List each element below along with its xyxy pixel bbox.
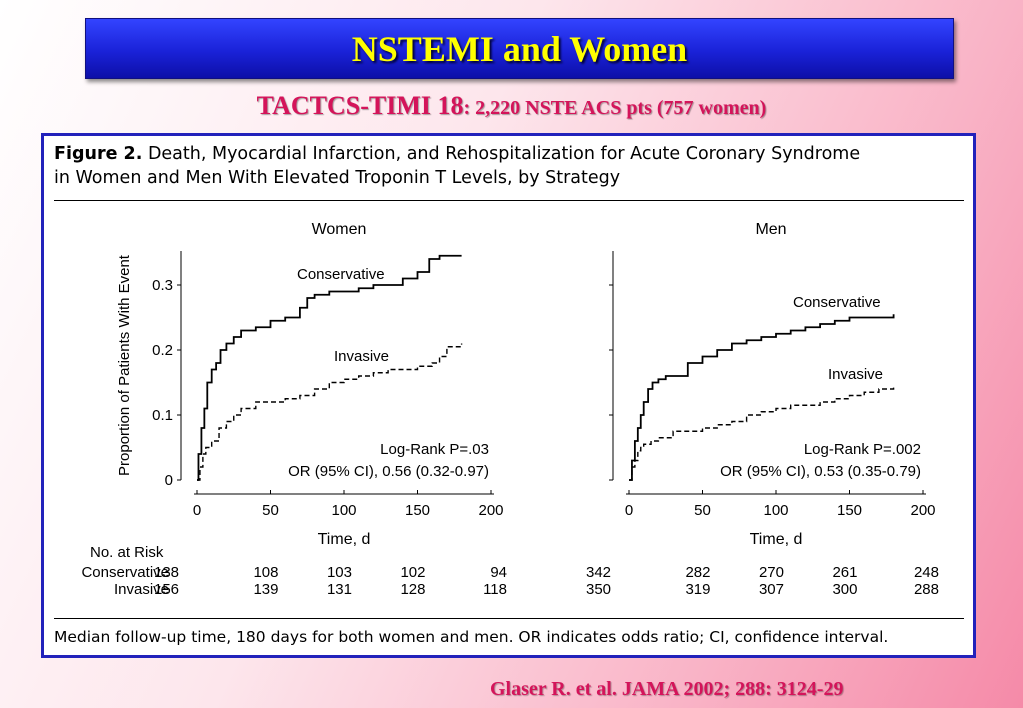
y-tick-label: 0.2 [152,342,173,359]
at-risk-value: 118 [483,581,507,598]
at-risk-value: 319 [685,581,710,598]
series-label-invasive: Invasive [828,366,883,383]
footnote-rule [54,618,964,619]
at-risk-header: No. at Risk [90,544,164,561]
y-axis-title: Proportion of Patients With Event [116,254,133,476]
y-tick-label: 0.3 [152,277,173,294]
figure-footnote: Median follow-up time, 180 days for both… [54,628,889,646]
odds-ratio-stat: OR (95% CI), 0.53 (0.35-0.79) [720,463,921,480]
at-risk-value: 102 [400,564,425,581]
at-risk-value: 261 [832,564,857,581]
at-risk-label-invasive: Invasive [114,581,169,598]
x-tick-label: 100 [763,502,788,519]
at-risk-value: 342 [586,564,611,581]
series-label-conservative: Conservative [297,266,385,283]
y-tick-label: 0 [165,472,173,489]
at-risk-value: 108 [253,564,278,581]
x-tick-label: 150 [405,502,430,519]
figure-label: Figure 2. [54,144,143,164]
trial-description: : 2,220 NSTE ACS pts (757 women) [463,97,767,119]
x-tick-label: 200 [910,502,935,519]
km-curve-conservative [197,254,462,481]
panel-title: Women [312,221,367,238]
citation: Glaser R. et al. JAMA 2002; 288: 3124-29 [490,678,844,700]
km-curve-conservative [629,314,895,481]
x-tick-label: 0 [193,502,201,519]
y-tick-label: 0.1 [152,407,173,424]
at-risk-value: 103 [327,564,352,581]
at-risk-value: 248 [914,564,939,581]
at-risk-value: 270 [759,564,784,581]
at-risk-value: 138 [154,564,179,581]
slide-subtitle: TACTCS-TIMI 18: 2,220 NSTE ACS pts (757 … [0,91,1023,121]
km-charts: Women 0 0.1 0.2 0.3 0 50 100 150 200 Time, d Propor… [81,221,939,598]
logrank-stat: Log-Rank P=.03 [380,441,489,458]
x-tick-label: 0 [625,502,633,519]
at-risk-value: 300 [832,581,857,598]
slide-title: NSTEMI and Women [351,28,688,69]
panel-title: Men [755,221,786,238]
logrank-stat: Log-Rank P=.002 [804,441,921,458]
at-risk-value: 139 [253,581,278,598]
at-risk-value: 288 [914,581,939,598]
title-banner: NSTEMI and Women [85,18,954,79]
series-label-conservative: Conservative [793,294,881,311]
figure-panel: Figure 2. Death, Myocardial Infarction, … [41,133,976,658]
km-curve-invasive [197,343,463,481]
x-tick-label: 100 [331,502,356,519]
x-tick-label: 150 [837,502,862,519]
at-risk-value: 282 [685,564,710,581]
at-risk-value: 94 [490,564,507,581]
caption-rule [54,200,964,201]
at-risk-value: 156 [154,581,179,598]
trial-name: TACTCS-TIMI 18 [256,91,464,120]
km-curve-invasive [629,385,895,481]
odds-ratio-stat: OR (95% CI), 0.56 (0.32-0.97) [288,463,489,480]
x-tick-label: 200 [478,502,503,519]
figure-caption: Figure 2. Death, Myocardial Infarction, … [54,142,964,190]
x-axis-title: Time, d [318,531,371,548]
caption-line-2: in Women and Men With Elevated Troponin … [54,168,621,188]
x-axis-title: Time, d [750,531,803,548]
at-risk-value: 131 [327,581,352,598]
series-label-invasive: Invasive [334,348,389,365]
x-tick-label: 50 [262,502,279,519]
at-risk-value: 350 [586,581,611,598]
x-tick-label: 50 [694,502,711,519]
at-risk-label-conservative: Conservative [81,564,169,581]
at-risk-value: 128 [400,581,425,598]
caption-line-1: Death, Myocardial Infarction, and Rehosp… [147,144,861,164]
at-risk-value: 307 [759,581,784,598]
